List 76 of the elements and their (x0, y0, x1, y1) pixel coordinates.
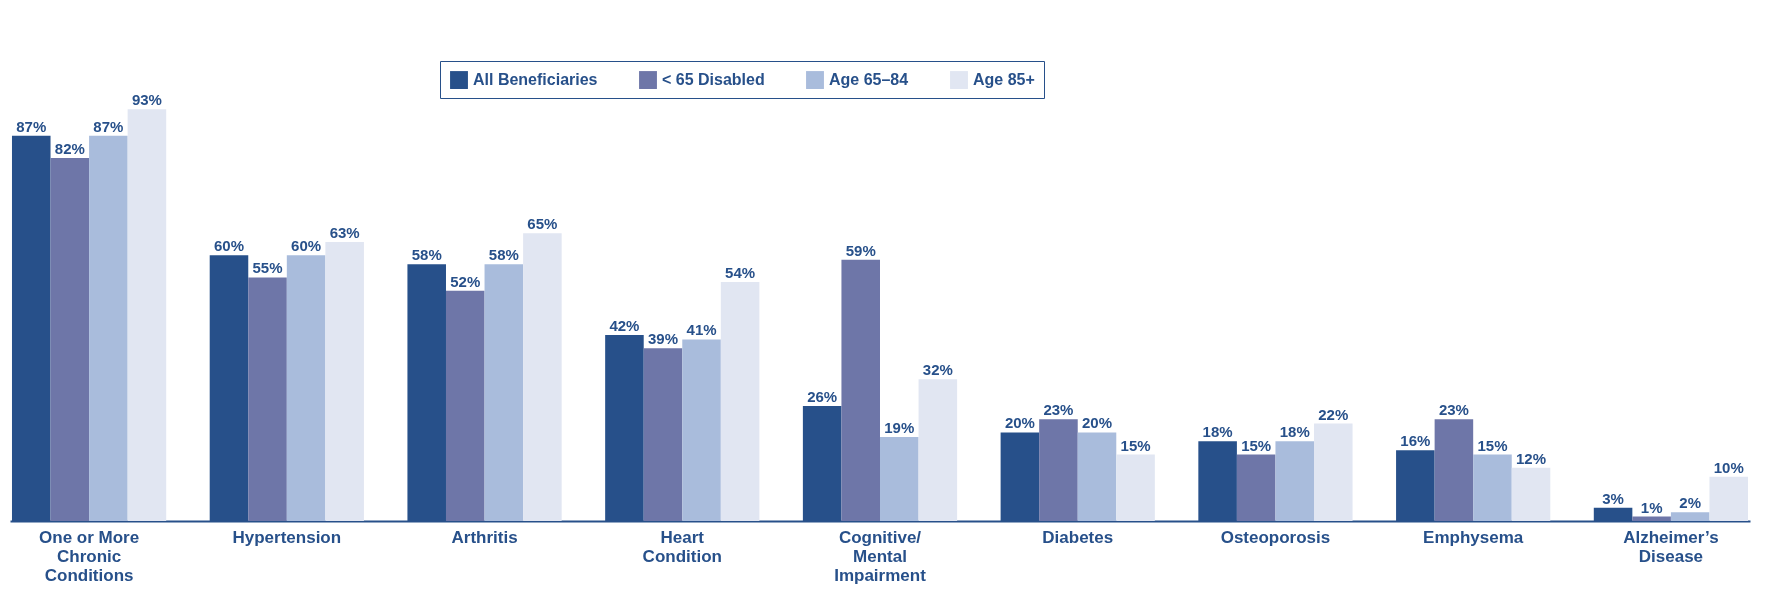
data-label: 15% (1477, 436, 1508, 454)
data-label: 60% (291, 237, 322, 255)
bar (1314, 423, 1353, 521)
data-label: 52% (450, 272, 481, 290)
legend-label: Age 65–84 (829, 71, 909, 89)
data-label: 18% (1279, 423, 1310, 441)
data-label: 20% (1081, 414, 1113, 432)
bar (1434, 419, 1474, 521)
data-label: 20% (1004, 414, 1035, 432)
data-label: 3% (1602, 489, 1624, 507)
bar (127, 109, 167, 521)
data-label: 10% (1713, 458, 1744, 476)
bar (1473, 454, 1512, 521)
data-label: 82% (54, 139, 85, 157)
data-label: 87% (93, 117, 124, 135)
bar (720, 281, 760, 521)
bar (248, 277, 287, 521)
data-label: 42% (609, 317, 640, 335)
data-label: 55% (252, 259, 283, 277)
x-tick-label: One or More Chronic Conditions (39, 527, 140, 585)
data-label: 16% (1400, 432, 1431, 450)
data-label: 15% (1120, 436, 1151, 454)
x-tick-label: Heart Condition (642, 527, 722, 566)
data-label: 18% (1202, 423, 1233, 441)
bar (523, 233, 562, 521)
bar (89, 135, 128, 521)
bar (325, 242, 364, 521)
data-label: 19% (884, 418, 915, 436)
data-label: 22% (1318, 405, 1349, 423)
data-label: 23% (1043, 401, 1074, 419)
bar (445, 290, 485, 521)
bar (286, 255, 326, 521)
data-label: 41% (686, 321, 717, 339)
x-tick-label: Cognitive/ Mental Impairment (834, 527, 927, 585)
data-label: 93% (131, 91, 162, 109)
data-label: 1% (1640, 498, 1663, 516)
data-label: 65% (527, 215, 558, 233)
bar (1116, 454, 1155, 521)
data-label: 60% (213, 237, 244, 255)
x-tick-label: Diabetes (1042, 527, 1114, 547)
x-tick-label: Arthritis (451, 527, 518, 547)
bar (1632, 516, 1671, 521)
bar (1236, 454, 1276, 521)
bar (50, 157, 90, 521)
bar (643, 348, 683, 521)
data-label: 58% (488, 246, 519, 264)
bar (1077, 432, 1117, 521)
bar (1275, 441, 1315, 521)
bar (880, 436, 919, 521)
data-label: 12% (1516, 449, 1547, 467)
data-label: 23% (1438, 401, 1469, 419)
legend-label: All Beneficiaries (473, 71, 598, 89)
bar (682, 339, 721, 521)
x-tick-label: Alzheimer’s Disease (1623, 527, 1719, 566)
bar (918, 379, 958, 521)
data-label: 54% (725, 263, 756, 281)
bar (841, 259, 880, 521)
data-label: 15% (1241, 436, 1272, 454)
bar (1709, 476, 1749, 521)
data-label: 26% (807, 387, 838, 405)
data-label: 63% (329, 224, 360, 242)
bar (1039, 419, 1078, 521)
data-label: 87% (16, 117, 47, 135)
bar (1670, 512, 1710, 521)
x-tick-label: Osteoporosis (1220, 527, 1331, 547)
data-label: 32% (922, 361, 953, 379)
x-tick-label: Emphysema (1423, 527, 1524, 547)
data-label: 2% (1679, 494, 1702, 512)
bar (484, 264, 524, 521)
x-tick-label: Hypertension (232, 527, 342, 547)
legend-label: < 65 Disabled (662, 71, 765, 89)
data-label: 59% (845, 241, 876, 259)
data-label: 58% (411, 246, 442, 264)
bar (1511, 467, 1551, 521)
legend-label: Age 85+ (973, 71, 1035, 89)
data-label: 39% (647, 330, 679, 348)
